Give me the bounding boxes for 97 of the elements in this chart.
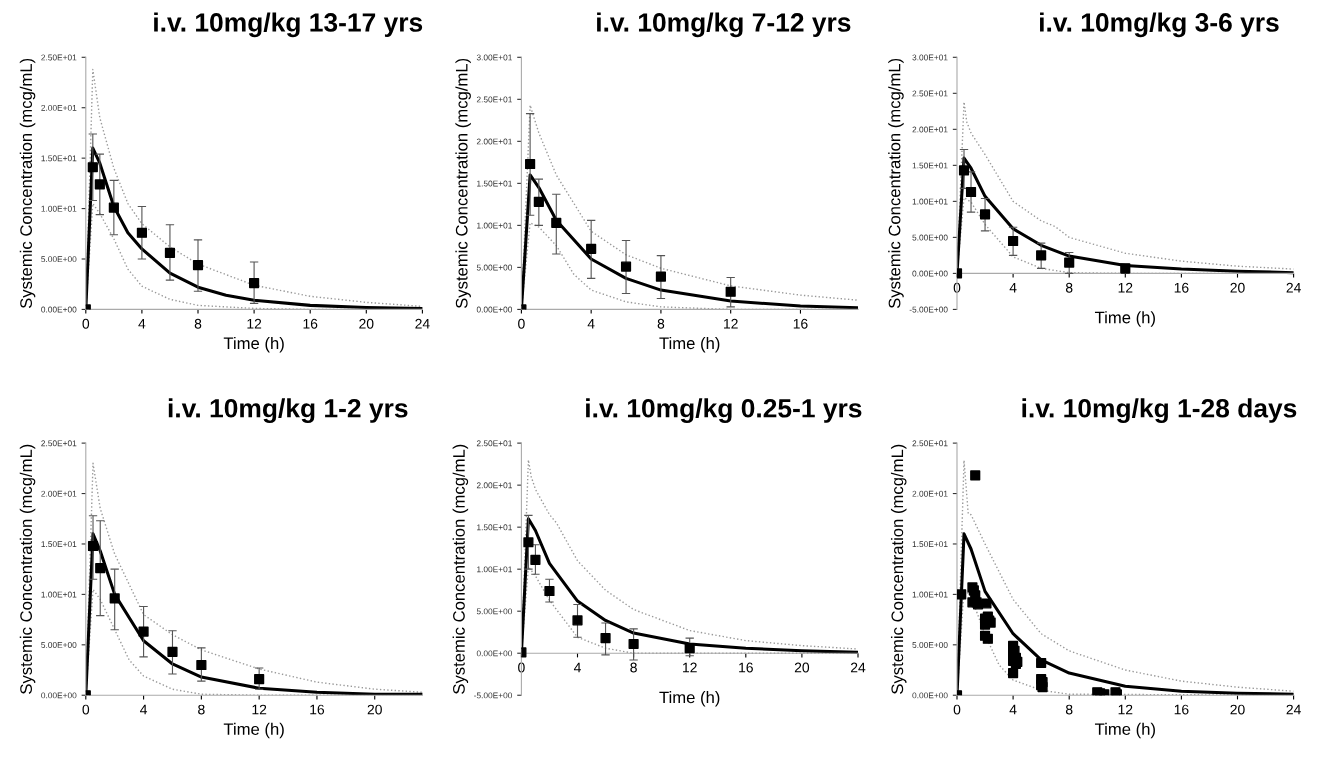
y-tick-label: 5.00E+00 xyxy=(476,608,513,615)
y-axis-title: Systemic Concentration (mcg/mL) xyxy=(455,58,471,309)
x-tick-label: 4 xyxy=(587,318,595,329)
x-axis-title: Time (h) xyxy=(1094,311,1155,327)
chart-title: i.v. 10mg/kg 3-6 yrs xyxy=(1040,12,1279,38)
x-axis-title: Time (h) xyxy=(223,336,284,353)
y-tick-label: 1.50E+01 xyxy=(477,180,512,187)
y-tick-label: 2.00E+01 xyxy=(476,482,512,489)
x-tick-label: 0 xyxy=(518,662,525,673)
y-tick-label: 1.00E+01 xyxy=(912,198,948,205)
x-tick-label: 16 xyxy=(739,662,753,673)
y-tick-label: 1.50E+01 xyxy=(41,541,77,548)
y-tick-label: 1.50E+01 xyxy=(912,541,948,548)
x-axis-title: Time (h) xyxy=(1094,722,1155,739)
x-axis-title: Time (h) xyxy=(659,336,720,353)
y-axis-title: Systemic Concentration (mcg/mL) xyxy=(890,444,907,694)
x-tick-label: 24 xyxy=(1286,704,1301,715)
x-tick-label: 8 xyxy=(630,662,637,673)
y-tick-label: 5.00E+00 xyxy=(41,256,77,263)
y-tick-label: 5.00E+00 xyxy=(912,642,948,648)
x-tick-label: 12 xyxy=(247,318,262,329)
x-tick-label: 4 xyxy=(1009,282,1017,293)
y-tick-label: 5.00E+00 xyxy=(912,234,948,241)
y-tick-label: 2.50E+01 xyxy=(912,440,948,447)
y-tick-label: 0.00E+00 xyxy=(912,270,948,277)
y-tick-label: 0.00E+00 xyxy=(912,692,948,699)
x-tick-label: 16 xyxy=(1174,704,1189,715)
y-tick-label: 0.00E+00 xyxy=(41,306,77,313)
x-tick-label: 0 xyxy=(518,318,525,329)
chart-title: i.v. 10mg/kg 7-12 yrs xyxy=(597,12,851,38)
y-tick-label: 1.00E+01 xyxy=(912,591,948,598)
y-tick-label: 2.00E+01 xyxy=(476,138,512,145)
x-tick-label: 0 xyxy=(953,282,961,293)
x-tick-label: 8 xyxy=(1065,282,1073,293)
chart-title: i.v. 10mg/kg 1-2 yrs xyxy=(168,398,408,423)
x-tick-label: 20 xyxy=(1230,704,1245,715)
y-tick-label: 2.00E+01 xyxy=(41,104,77,111)
y-tick-label: 0.00E+00 xyxy=(41,692,77,699)
y-tick-label: 1.00E+01 xyxy=(41,591,77,598)
x-tick-label: 16 xyxy=(1174,282,1189,293)
y-tick-label: 3.00E+01 xyxy=(476,54,512,61)
y-tick-label: 2.50E+01 xyxy=(476,440,512,447)
x-tick-label: 12 xyxy=(1118,282,1133,293)
y-tick-label: 2.00E+01 xyxy=(41,490,77,497)
x-axis-title: Time (h) xyxy=(659,691,720,707)
x-tick-label: 8 xyxy=(657,318,665,329)
x-tick-label: 8 xyxy=(198,704,205,715)
x-tick-label: 20 xyxy=(794,662,810,673)
x-tick-label: 8 xyxy=(194,318,202,329)
y-tick-label: 0.00E+00 xyxy=(476,306,513,313)
y-tick-label: 2.50E+01 xyxy=(912,90,948,97)
x-tick-label: 24 xyxy=(415,318,430,329)
x-tick-label: 12 xyxy=(683,662,697,673)
y-tick-label: 0.00E+00 xyxy=(476,650,513,657)
y-tick-label: 1.50E+01 xyxy=(41,155,77,162)
x-axis-title: Time (h) xyxy=(223,722,284,739)
x-tick-label: 20 xyxy=(367,704,382,715)
x-tick-label: 20 xyxy=(359,318,374,329)
x-tick-label: 4 xyxy=(1009,704,1017,715)
x-tick-label: 12 xyxy=(1118,704,1133,715)
y-tick-label: -5.00E+00 xyxy=(474,692,513,699)
chart-title: i.v. 10mg/kg 0.25-1 yrs xyxy=(586,398,862,423)
chart-title: i.v. 10mg/kg 13-17 yrs xyxy=(154,12,423,38)
y-tick-label: 1.00E+01 xyxy=(41,205,77,212)
y-tick-label: 2.50E+01 xyxy=(476,96,512,103)
x-tick-label: 4 xyxy=(573,662,581,673)
x-tick-label: 16 xyxy=(303,318,318,329)
y-tick-label: 1.50E+01 xyxy=(912,162,948,169)
y-tick-label: 2.00E+01 xyxy=(912,126,948,133)
x-tick-label: 16 xyxy=(793,318,808,329)
x-tick-label: 12 xyxy=(724,318,738,329)
x-tick-label: 0 xyxy=(953,704,961,715)
y-tick-label: 1.00E+01 xyxy=(477,566,512,573)
y-tick-label: 5.00E+00 xyxy=(41,642,77,648)
y-axis-title: Systemic Concentration (mcg/mL) xyxy=(19,58,36,309)
x-tick-label: 24 xyxy=(1286,282,1301,293)
y-tick-label: 5.00E+00 xyxy=(476,264,513,271)
chart-title: i.v. 10mg/kg 1-28 days xyxy=(1022,398,1297,423)
x-tick-label: 4 xyxy=(138,318,146,329)
x-tick-label: 0 xyxy=(82,704,90,715)
x-tick-label: 24 xyxy=(850,662,866,673)
y-axis-title: Systemic Concentration (mcg/mL) xyxy=(452,444,469,694)
y-tick-label: 3.00E+01 xyxy=(912,54,948,61)
y-tick-label: 2.00E+01 xyxy=(912,490,948,497)
y-tick-label: -5.00E+00 xyxy=(909,306,948,313)
x-tick-label: 0 xyxy=(82,318,90,329)
x-tick-label: 8 xyxy=(1065,704,1073,715)
y-axis-title: Systemic Concentration (mcg/mL) xyxy=(888,58,904,309)
y-tick-label: 1.00E+01 xyxy=(477,222,512,229)
y-tick-label: 2.50E+01 xyxy=(41,54,77,61)
y-tick-label: 2.50E+01 xyxy=(41,440,77,447)
y-axis-title: Systemic Concentration (mcg/mL) xyxy=(19,444,36,694)
x-tick-label: 4 xyxy=(140,704,148,715)
x-tick-label: 20 xyxy=(1230,282,1245,293)
x-tick-label: 16 xyxy=(310,704,325,715)
y-tick-label: 1.50E+01 xyxy=(477,524,512,531)
x-tick-label: 12 xyxy=(252,704,267,715)
